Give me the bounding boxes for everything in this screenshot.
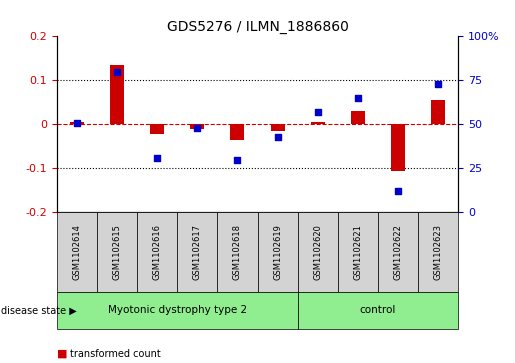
Text: GSM1102620: GSM1102620 bbox=[313, 224, 322, 280]
Bar bbox=[431, 100, 445, 124]
Text: control: control bbox=[360, 305, 396, 315]
Bar bbox=[57, 212, 97, 292]
Bar bbox=[351, 111, 365, 124]
Text: GSM1102621: GSM1102621 bbox=[353, 224, 363, 280]
Bar bbox=[298, 212, 338, 292]
Bar bbox=[217, 212, 258, 292]
Text: GSM1102618: GSM1102618 bbox=[233, 224, 242, 280]
Text: GSM1102619: GSM1102619 bbox=[273, 224, 282, 280]
Point bbox=[434, 81, 442, 87]
Point bbox=[273, 134, 282, 139]
Bar bbox=[338, 212, 378, 292]
Text: disease state ▶: disease state ▶ bbox=[1, 305, 76, 315]
Bar bbox=[137, 212, 177, 292]
Bar bbox=[270, 124, 285, 131]
Point bbox=[73, 120, 81, 126]
Text: GSM1102616: GSM1102616 bbox=[152, 224, 162, 280]
Bar bbox=[258, 212, 298, 292]
Point bbox=[153, 155, 161, 161]
Bar bbox=[418, 212, 458, 292]
Text: GSM1102614: GSM1102614 bbox=[72, 224, 81, 280]
Point bbox=[314, 109, 322, 115]
Text: ■: ■ bbox=[57, 349, 67, 359]
Bar bbox=[230, 124, 245, 140]
Point bbox=[193, 125, 201, 131]
Text: GSM1102622: GSM1102622 bbox=[393, 224, 403, 280]
Point bbox=[233, 157, 242, 163]
Bar bbox=[97, 212, 137, 292]
Point bbox=[394, 188, 402, 194]
Bar bbox=[57, 292, 298, 329]
Text: GSM1102615: GSM1102615 bbox=[112, 224, 122, 280]
Bar bbox=[298, 292, 458, 329]
Bar bbox=[177, 212, 217, 292]
Bar bbox=[70, 122, 84, 124]
Bar bbox=[391, 124, 405, 171]
Bar bbox=[150, 124, 164, 134]
Bar bbox=[378, 212, 418, 292]
Title: GDS5276 / ILMN_1886860: GDS5276 / ILMN_1886860 bbox=[166, 20, 349, 34]
Text: Myotonic dystrophy type 2: Myotonic dystrophy type 2 bbox=[108, 305, 247, 315]
Point bbox=[354, 95, 362, 101]
Point bbox=[113, 69, 121, 74]
Text: GSM1102617: GSM1102617 bbox=[193, 224, 202, 280]
Bar bbox=[311, 122, 325, 124]
Text: transformed count: transformed count bbox=[70, 349, 160, 359]
Text: GSM1102623: GSM1102623 bbox=[434, 224, 443, 280]
Bar bbox=[190, 124, 204, 129]
Bar bbox=[110, 65, 124, 124]
